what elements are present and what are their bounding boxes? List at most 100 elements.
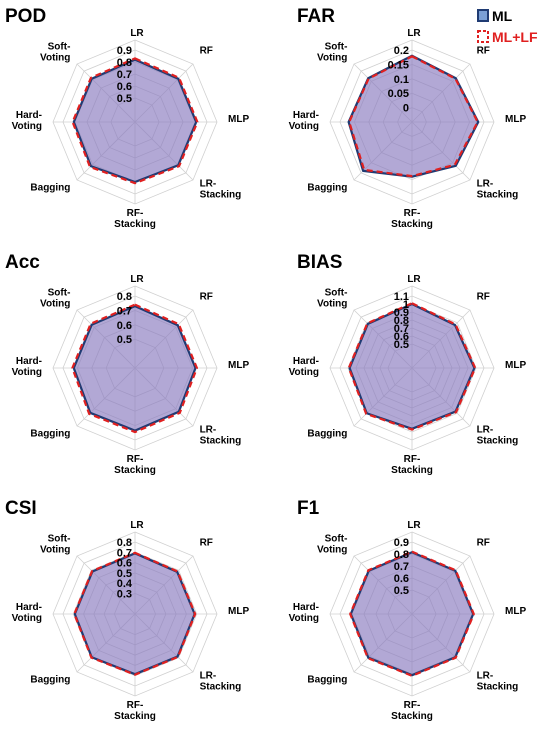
axis-label-bagging: Bagging bbox=[307, 429, 347, 440]
tick-label: 1.1 bbox=[394, 291, 409, 303]
panel-title-pod: POD bbox=[5, 6, 46, 27]
axis-label-soft-voting: Soft-Voting bbox=[317, 41, 347, 63]
series-line-ml bbox=[72, 58, 198, 184]
radar-panel-far: FAR 0 0.05 0.1 0.15 0.2 LR RF MLP LR-Stacking RF-S… bbox=[289, 6, 527, 230]
axis-label-mlp: MLP bbox=[228, 360, 249, 371]
series-line-ml-lf bbox=[71, 303, 199, 434]
panel-title-f1: F1 bbox=[297, 498, 320, 519]
tick-label: 0.2 bbox=[394, 45, 409, 57]
axis-label-bagging: Bagging bbox=[307, 183, 347, 194]
tick-label: 1 bbox=[403, 299, 409, 311]
tick-label: 0 bbox=[403, 103, 409, 115]
series-area-ml bbox=[73, 59, 197, 182]
axis-label-lr: LR bbox=[407, 274, 421, 285]
panel-title-acc: Acc bbox=[5, 252, 40, 273]
axis-label-hard-voting: Hard-Voting bbox=[289, 110, 319, 132]
tick-label: 0.5 bbox=[117, 93, 132, 105]
axis-label-lr-stacking: LR-Stacking bbox=[200, 425, 242, 447]
axis-label-rf: RF bbox=[477, 291, 490, 302]
axis-label-rf-stacking: RF-Stacking bbox=[114, 208, 156, 230]
series-area-ml-lf bbox=[350, 551, 474, 676]
axis-label-bagging: Bagging bbox=[30, 429, 70, 440]
legend-label-ml: ML bbox=[492, 8, 513, 24]
tick-label: 0.15 bbox=[388, 59, 409, 71]
tick-label: 0.8 bbox=[117, 537, 132, 549]
axis-label-soft-voting: Soft-Voting bbox=[317, 533, 347, 555]
axis-label-soft-voting: Soft-Voting bbox=[317, 287, 347, 309]
tick-label: 0.8 bbox=[394, 549, 409, 561]
tick-label: 0.5 bbox=[117, 334, 132, 346]
tick-label: 0.3 bbox=[117, 588, 132, 600]
radar-panel-f1: F1 0.50.60.70.80.9 LR RF MLP LR-Stacking RF-St… bbox=[289, 498, 527, 722]
legend-item-ml-lf: ML+LF bbox=[477, 29, 538, 45]
series-area-ml-lf bbox=[72, 58, 198, 184]
tick-label: 0.7 bbox=[117, 547, 132, 559]
axis-label-rf: RF bbox=[200, 291, 213, 302]
panel-title-bias: BIAS bbox=[297, 252, 342, 273]
axis-label-rf: RF bbox=[477, 537, 490, 548]
axis-label-rf-stacking: RF-Stacking bbox=[114, 454, 156, 476]
series-area-ml bbox=[348, 55, 479, 177]
tick-label: 0.5 bbox=[117, 568, 132, 580]
axis-label-hard-voting: Hard-Voting bbox=[12, 110, 42, 132]
axis-label-bagging: Bagging bbox=[30, 183, 70, 194]
axis-label-lr: LR bbox=[407, 28, 421, 39]
axis-label-mlp: MLP bbox=[505, 360, 526, 371]
series-line-ml-lf bbox=[347, 302, 477, 431]
axis-label-rf-stacking: RF-Stacking bbox=[391, 700, 433, 722]
series-area-ml-lf bbox=[72, 304, 197, 433]
axis-label-soft-voting: Soft-Voting bbox=[40, 533, 70, 555]
tick-label: 0.6 bbox=[117, 81, 132, 93]
axis-label-mlp: MLP bbox=[505, 114, 526, 125]
radar-panel-acc: Acc 0.5 0.6 0.7 0.8 LR RF MLP LR-Stacking RF-Stac… bbox=[5, 252, 249, 476]
radar-panel-pod: POD 0.50.60.70.80.9 LR RF MLP LR-Stacking RF-S… bbox=[5, 6, 249, 230]
legend: ML ML+LF bbox=[477, 8, 538, 45]
axis-label-rf: RF bbox=[477, 45, 490, 56]
tick-label: 0.5 bbox=[394, 585, 409, 597]
tick-label: 0.7 bbox=[117, 69, 132, 81]
tick-label: 0.4 bbox=[117, 578, 133, 590]
tick-label: 0.7 bbox=[117, 305, 132, 317]
axis-label-rf-stacking: RF-Stacking bbox=[391, 454, 433, 476]
radar-panels: POD0.50.60.70.80.9LRRFMLPLR-StackingRF-S… bbox=[5, 6, 526, 722]
axis-label-mlp: MLP bbox=[228, 606, 249, 617]
axis-label-mlp: MLP bbox=[228, 114, 249, 125]
axis-label-rf-stacking: RF-Stacking bbox=[114, 700, 156, 722]
axis-label-hard-voting: Hard-Voting bbox=[289, 602, 319, 624]
axis-label-soft-voting: Soft-Voting bbox=[40, 287, 70, 309]
series-area-ml-lf bbox=[348, 303, 476, 430]
axis-label-rf: RF bbox=[200, 45, 213, 56]
axis-label-bagging: Bagging bbox=[307, 675, 347, 686]
legend-swatch-ml bbox=[477, 9, 489, 22]
axis-label-lr-stacking: LR-Stacking bbox=[200, 671, 242, 693]
tick-label: 0.6 bbox=[117, 558, 132, 570]
axis-label-lr-stacking: LR-Stacking bbox=[477, 671, 519, 693]
axis-label-rf-stacking: RF-Stacking bbox=[391, 208, 433, 230]
tick-label: 0.5 bbox=[394, 339, 409, 351]
series-area-ml-lf bbox=[74, 552, 196, 675]
axis-label-bagging: Bagging bbox=[30, 675, 70, 686]
series-area-ml bbox=[73, 306, 196, 431]
tick-label: 0.7 bbox=[394, 323, 409, 335]
panel-title-csi: CSI bbox=[5, 498, 37, 519]
axis-label-rf: RF bbox=[200, 537, 213, 548]
legend-label-ml-lf: ML+LF bbox=[492, 29, 538, 45]
series-area-ml bbox=[350, 552, 474, 676]
axis-label-lr-stacking: LR-Stacking bbox=[200, 179, 242, 201]
tick-label: 0.7 bbox=[394, 561, 409, 573]
panel-title-far: FAR bbox=[297, 6, 335, 27]
axis-label-hard-voting: Hard-Voting bbox=[12, 602, 42, 624]
axis-label-lr: LR bbox=[130, 274, 144, 285]
tick-label: 0.8 bbox=[394, 315, 409, 327]
tick-label: 0.8 bbox=[117, 57, 132, 69]
axis-label-hard-voting: Hard-Voting bbox=[289, 356, 319, 378]
series-area-ml bbox=[349, 304, 475, 429]
axis-label-lr-stacking: LR-Stacking bbox=[477, 425, 519, 447]
axis-label-lr-stacking: LR-Stacking bbox=[477, 179, 519, 201]
axis-label-hard-voting: Hard-Voting bbox=[12, 356, 42, 378]
axis-label-lr: LR bbox=[130, 520, 144, 531]
series-line-ml bbox=[72, 304, 197, 432]
series-line-ml-lf bbox=[71, 57, 199, 185]
series-area-ml-lf bbox=[349, 56, 478, 177]
